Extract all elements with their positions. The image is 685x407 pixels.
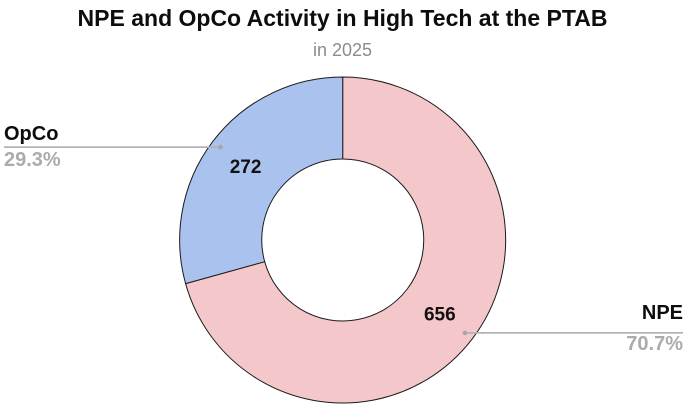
chart-subtitle: in 2025: [312, 40, 373, 60]
slice-callout-percent-opco: 29.3%: [4, 149, 61, 171]
slice-callout-label-npe: NPE: [641, 302, 683, 324]
slice-value-npe: 656: [424, 305, 456, 326]
leader-dot-npe: [462, 330, 468, 336]
slice-callout-label-opco: OpCo: [4, 123, 59, 145]
pie-slice-npe[interactable]: [184, 76, 507, 404]
slice-callout-percent-npe: 70.7%: [626, 333, 683, 355]
chart-title: NPE and OpCo Activity in High Tech at th…: [77, 5, 608, 31]
slice-value-opco: 272: [230, 157, 262, 178]
pie-slice-opco[interactable]: [179, 76, 344, 285]
leader-dot-opco: [218, 144, 223, 150]
